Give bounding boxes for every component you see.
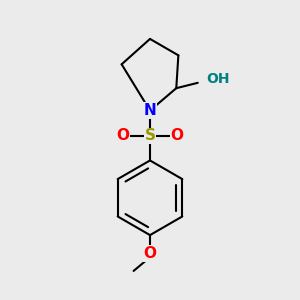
Text: N: N bbox=[144, 103, 156, 118]
Text: S: S bbox=[145, 128, 155, 143]
Text: O: O bbox=[170, 128, 183, 143]
Text: O: O bbox=[143, 246, 157, 261]
Text: O: O bbox=[117, 128, 130, 143]
Text: OH: OH bbox=[206, 72, 230, 86]
